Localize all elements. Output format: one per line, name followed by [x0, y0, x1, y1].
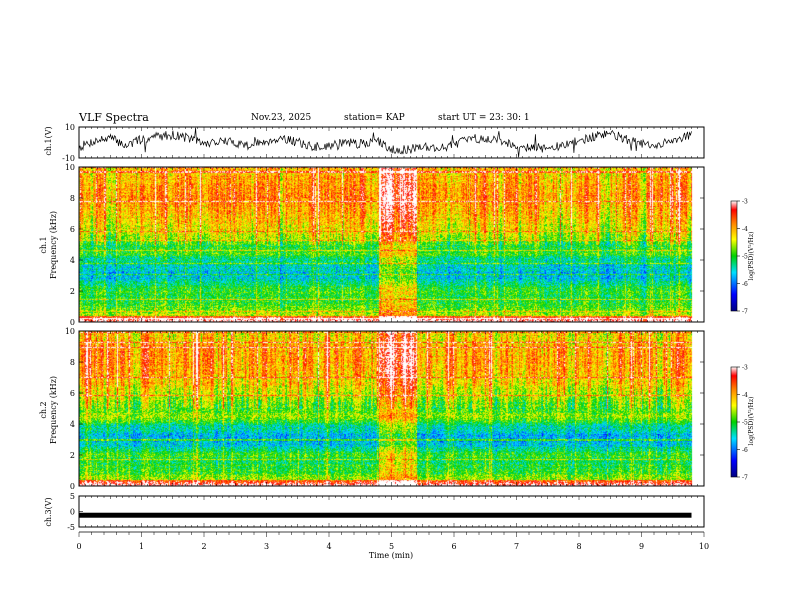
ch2-spectrogram-ytick-label: 10: [65, 327, 75, 336]
ch1-spectrogram-ytick-label: 4: [70, 256, 75, 265]
ch2-frequency-ylabel: Frequency (kHz): [49, 376, 58, 444]
colorbar-tick-label: -4: [742, 226, 748, 233]
colorbar-tick-label: -6: [742, 281, 748, 288]
ch1-spectrogram-ytick-label: 0: [70, 318, 75, 327]
time-xtick-label: 2: [201, 542, 206, 551]
ch1-frequency-ylabel: Frequency (kHz): [49, 211, 58, 279]
ch3-waveform-ytick-label: 5: [70, 492, 75, 501]
ch1-spectrogram-ytick-label: 8: [70, 194, 75, 203]
colorbar-tick-label: -4: [742, 392, 748, 399]
ch1-waveform-ytick-label: -10: [62, 154, 75, 163]
ch1-spectrogram-panel: [78, 166, 705, 323]
time-xtick-label: 0: [76, 542, 81, 551]
ch2-spectrogram-ytick-label: 4: [70, 420, 75, 429]
start-ut-label: start UT = 23: 30: 1: [438, 113, 530, 123]
ch2-spectrogram-ytick-label: 0: [70, 482, 75, 491]
time-xtick-label: 9: [639, 542, 644, 551]
ch1-colorbar: -3 -4 -5 -6 -7: [730, 199, 748, 316]
ch2-spectrogram-ytick-label: 2: [70, 451, 75, 460]
time-xtick-label: 10: [699, 542, 709, 551]
ch1-waveform-line: [78, 127, 692, 158]
colorbar-tick-label: -6: [742, 447, 748, 454]
time-xtick-label: 5: [389, 542, 394, 551]
ch3-waveform-ytick-label: 0: [70, 508, 75, 517]
ch1-waveform-ylabel: ch.1(V): [44, 126, 53, 155]
ch1-spectrogram-ytick-label: 10: [65, 163, 75, 172]
station-label: station= KAP: [344, 113, 405, 123]
colorbar-tick-label: -5: [742, 420, 748, 427]
time-xlabel: Time (min): [369, 551, 413, 560]
ch1-waveform-panel: [78, 126, 705, 159]
ch2-colorbar-gradient: [730, 366, 738, 478]
colorbar-tick-label: -7: [742, 475, 748, 482]
time-xtick-label: 4: [326, 542, 331, 551]
ch2-colorbar: -3 -4 -5 -6 -7: [730, 365, 748, 482]
figure-title: VLF Spectra: [79, 111, 149, 124]
ch2-spectrogram-panel: [78, 330, 705, 487]
time-xtick-label: 6: [451, 542, 456, 551]
colorbar-tick-label: -7: [742, 309, 748, 316]
ch1-spectrogram-ytick-label: 2: [70, 287, 75, 296]
ch3-waveform-line: [79, 512, 692, 518]
ch3-waveform-frame: [78, 495, 705, 528]
ch2-spectrogram-ylabel: ch.2: [39, 401, 48, 418]
ch1-spectrogram-image: [79, 167, 704, 322]
colorbar-tick-label: -3: [742, 199, 748, 206]
ch1-colorbar-label: log(PSD)(V²/Hz): [748, 232, 755, 281]
ch1-waveform-ytick-label: 10: [65, 123, 75, 132]
ch1-spectrogram-ylabel: ch.1: [39, 236, 48, 253]
time-xtick-label: 1: [139, 542, 144, 551]
ch3-waveform-panel: [78, 495, 705, 537]
ch1-spectrogram-ytick-label: 6: [70, 225, 75, 234]
ch3-waveform-ylabel: ch.3(V): [44, 497, 53, 526]
time-xtick-label: 8: [576, 542, 581, 551]
ch2-colorbar-label: log(PSD)(V²/Hz): [748, 397, 755, 446]
date-label: Nov.23, 2025: [251, 113, 312, 123]
ch2-spectrogram-image: [79, 331, 704, 486]
time-xtick-label: 7: [514, 542, 519, 551]
colorbar-tick-label: -5: [742, 254, 748, 261]
ch2-spectrogram-ytick-label: 6: [70, 389, 75, 398]
ch3-waveform-ytick-label: -5: [67, 523, 75, 532]
ch2-spectrogram-ytick-label: 8: [70, 358, 75, 367]
colorbar-tick-label: -3: [742, 365, 748, 372]
ch1-colorbar-gradient: [730, 200, 738, 312]
time-xtick-label: 3: [264, 542, 269, 551]
